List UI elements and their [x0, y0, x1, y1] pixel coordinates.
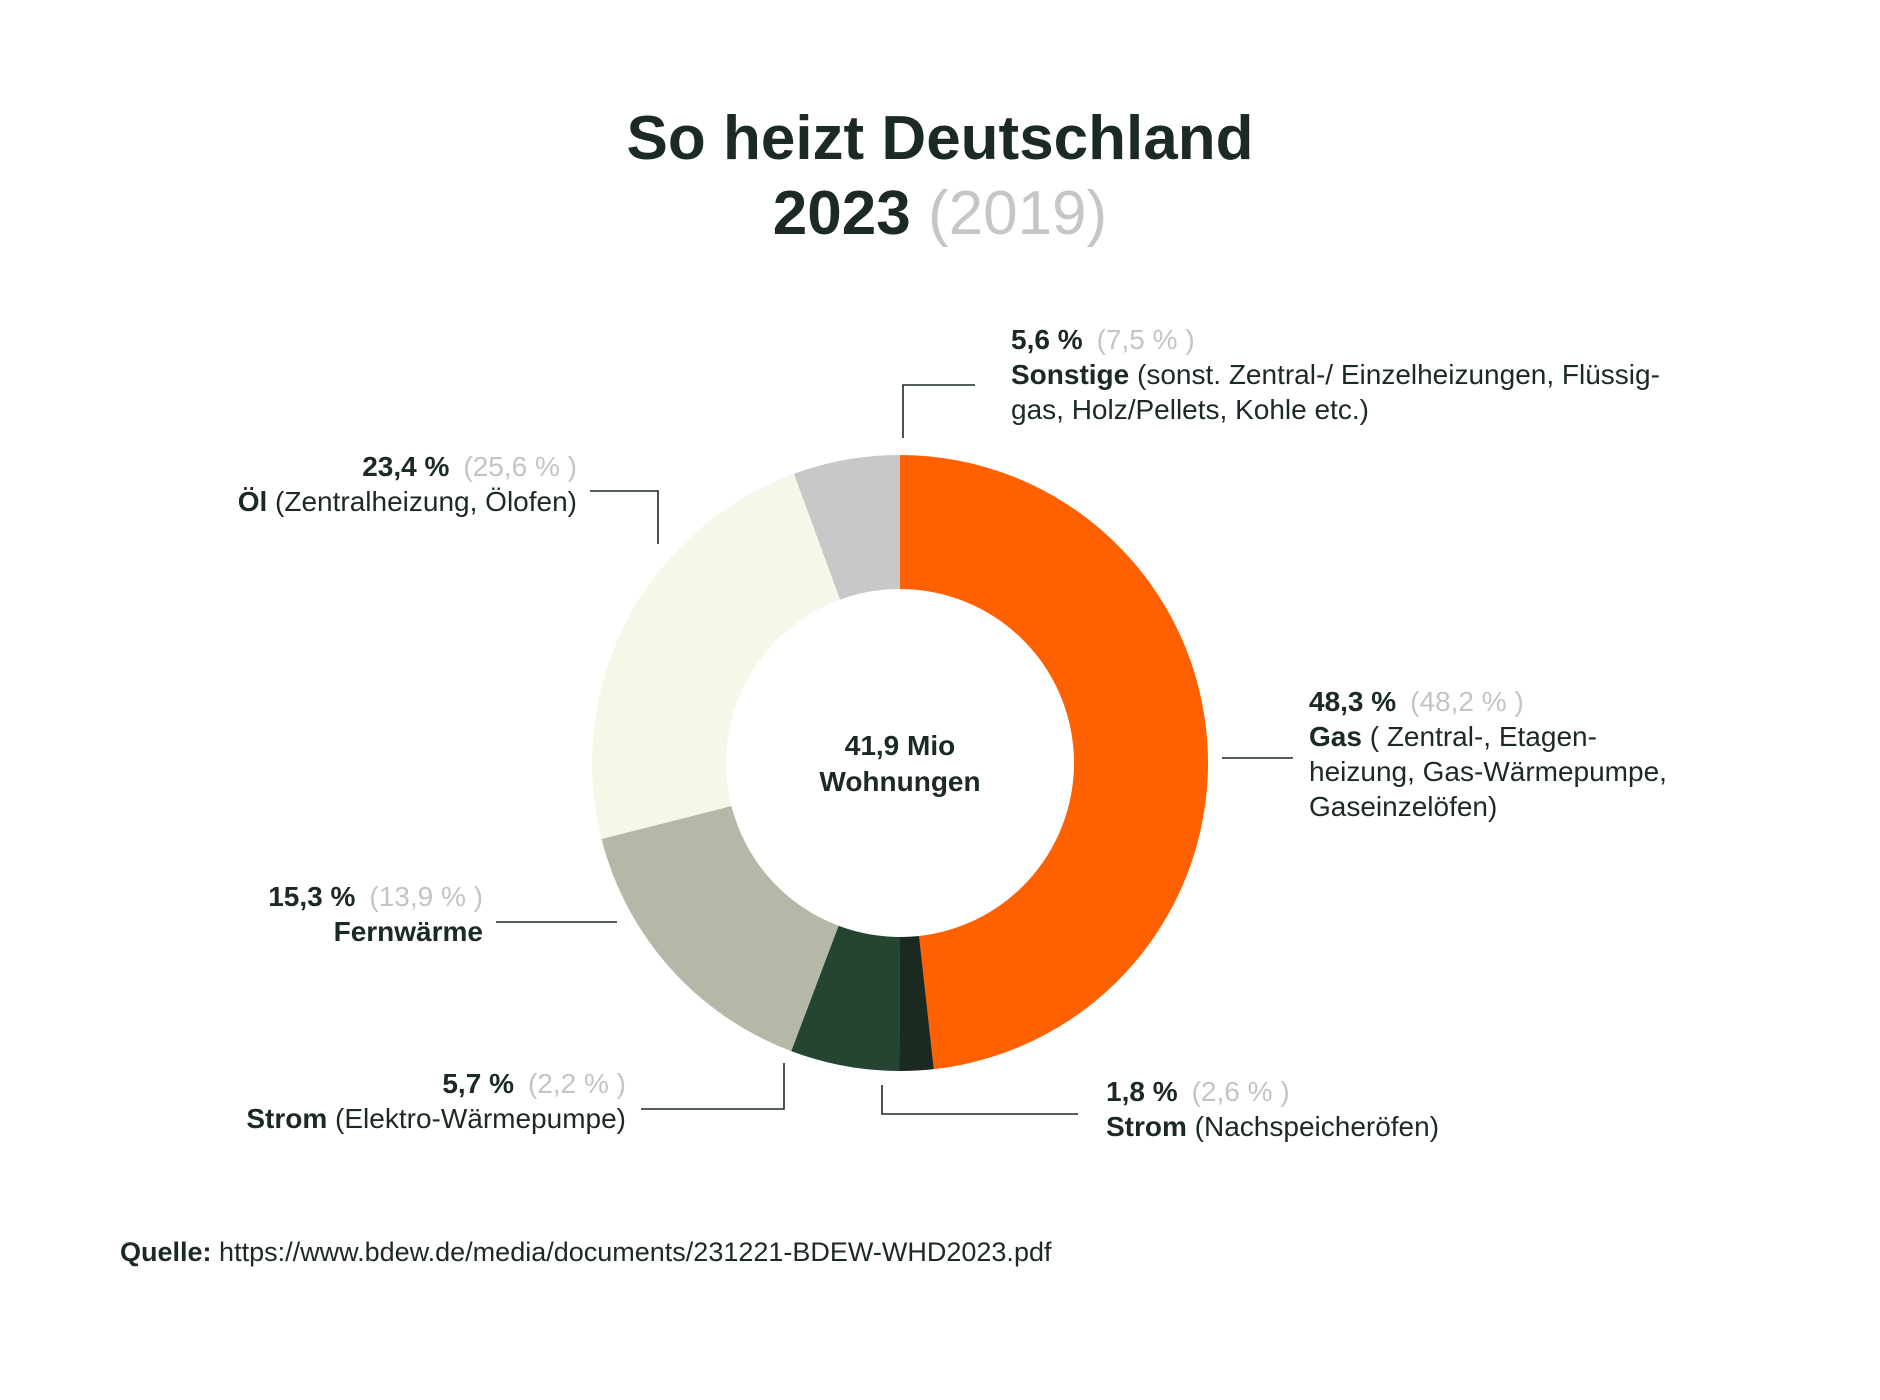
label-fernwaerme-prev: (13,9 % )	[369, 881, 483, 912]
label-fernwaerme-name: Fernwärme	[333, 916, 483, 947]
label-gas-name: Gas	[1309, 721, 1362, 752]
label-strom-ns-name: Strom	[1106, 1111, 1187, 1142]
center-label: 41,9 Mio Wohnungen	[780, 728, 1020, 800]
source-url: https://www.bdew.de/media/documents/2312…	[219, 1237, 1052, 1267]
label-strom-ns: 1,8 % (2,6 % ) Strom (Nachspeicheröfen)	[1106, 1074, 1439, 1144]
leader-lines	[496, 384, 1293, 1115]
center-unit: Wohnungen	[819, 766, 981, 797]
label-strom-ns-detail: (Nachspeicheröfen)	[1186, 1111, 1440, 1142]
label-sonstige-prev: (7,5 % )	[1096, 324, 1195, 355]
chart-title-text: So heizt Deutschland	[626, 104, 1254, 173]
label-gas-detail-1: ( Zentral-, Etagen-	[1361, 721, 1597, 752]
label-gas-detail-2: heizung, Gas-Wärmepumpe,	[1309, 756, 1667, 787]
label-sonstige-detail-1: (sonst. Zentral-/ Einzelheizungen, Flüss…	[1129, 359, 1660, 390]
label-strom-wp-detail: (Elektro-Wärmepumpe)	[327, 1103, 626, 1134]
label-fernwaerme-value: 15,3 %	[268, 881, 356, 912]
label-strom-wp: 5,7 % (2,2 % ) Strom (Elektro-Wärmepumpe)	[166, 1066, 626, 1136]
donut-slice-0	[900, 455, 1209, 1070]
label-oel-name: Öl	[237, 486, 268, 517]
donut-slice-5	[793, 455, 900, 600]
center-count: 41,9 Mio	[844, 730, 956, 761]
chart-prev-year: (2019)	[927, 179, 1108, 248]
donut-slices	[592, 455, 1209, 1072]
label-strom-ns-value: 1,8 %	[1106, 1076, 1178, 1107]
label-sonstige: 5,6 % (7,5 % ) Sonstige (sonst. Zentral-/…	[1011, 322, 1660, 427]
label-gas: 48,3 % (48,2 % ) Gas ( Zentral-, Etagen- …	[1309, 684, 1667, 824]
label-strom-ns-prev: (2,6 % )	[1191, 1076, 1290, 1107]
donut-slice-2	[791, 925, 900, 1071]
chart-title: So heizt Deutschland	[0, 108, 1880, 170]
label-gas-prev: (48,2 % )	[1410, 686, 1524, 717]
label-oel-value: 23,4 %	[362, 451, 450, 482]
donut-slice-4	[592, 473, 841, 840]
label-strom-wp-value: 5,7 %	[442, 1068, 514, 1099]
label-strom-wp-name: Strom	[246, 1103, 328, 1134]
label-gas-value: 48,3 %	[1309, 686, 1397, 717]
source-label: Quelle:	[120, 1237, 212, 1267]
label-strom-wp-prev: (2,2 % )	[527, 1068, 626, 1099]
donut-slice-1	[899, 935, 934, 1072]
leader-line-strom-ns	[881, 1085, 1078, 1115]
chart-subtitle: 2023 (2019)	[0, 183, 1880, 245]
leader-line-oel	[590, 490, 659, 544]
label-sonstige-name: Sonstige	[1011, 359, 1130, 390]
leader-line-strom-wp	[641, 1063, 785, 1110]
label-oel-prev: (25,6 % )	[463, 451, 577, 482]
label-gas-detail-3: Gaseinzelöfen)	[1309, 791, 1498, 822]
label-oel: 23,4 % (25,6 % ) Öl (Zentralheizung, Ölof…	[157, 449, 577, 519]
leader-line-sonstige	[902, 384, 975, 438]
label-sonstige-detail-2: gas, Holz/Pellets, Kohle etc.)	[1011, 394, 1369, 425]
label-fernwaerme: 15,3 % (13,9 % ) Fernwärme	[183, 879, 483, 949]
chart-year: 2023	[772, 179, 911, 248]
source-note: Quelle: https://www.bdew.de/media/docume…	[120, 1237, 1051, 1268]
donut-slice-3	[601, 805, 839, 1052]
label-oel-detail: (Zentralheizung, Ölofen)	[267, 486, 577, 517]
label-sonstige-value: 5,6 %	[1011, 324, 1083, 355]
